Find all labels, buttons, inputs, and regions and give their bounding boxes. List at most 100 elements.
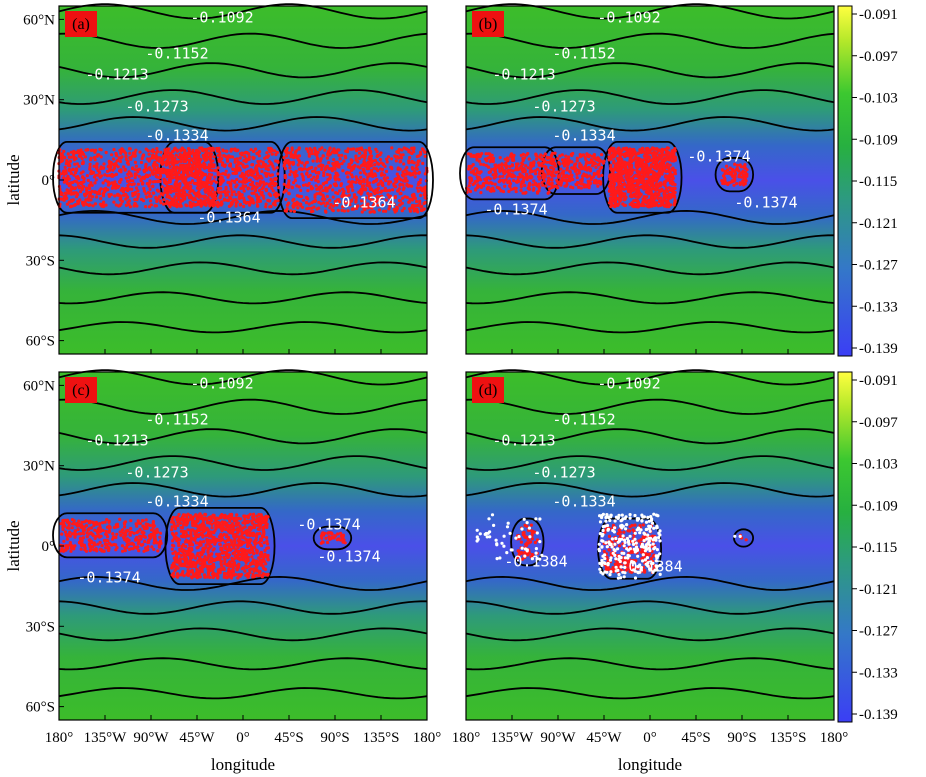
scatter-point xyxy=(242,159,246,163)
scatter-point xyxy=(614,173,618,177)
scatter-point xyxy=(264,202,268,206)
scatter-point xyxy=(188,162,192,166)
scatter-point xyxy=(73,171,78,175)
scatter-point xyxy=(317,186,321,190)
scatter-point xyxy=(673,186,677,190)
scatter-point xyxy=(119,156,123,160)
scatter-point xyxy=(322,171,326,175)
scatter-point xyxy=(668,153,672,157)
scatter-point xyxy=(237,195,241,199)
scatter-point xyxy=(275,150,279,155)
scatter-point xyxy=(255,151,259,155)
scatter-point xyxy=(305,207,309,211)
scatter-point xyxy=(207,534,211,538)
scatter-point xyxy=(419,150,423,154)
scatter-point xyxy=(207,172,211,176)
scatter-point xyxy=(264,174,268,178)
scatter-point xyxy=(261,194,265,198)
scatter-point xyxy=(720,179,724,183)
scatter-point xyxy=(411,171,415,175)
scatter-point xyxy=(315,156,319,160)
scatter-point xyxy=(77,519,81,523)
scatter-point xyxy=(104,186,108,190)
scatter-point xyxy=(636,182,640,186)
scatter-point xyxy=(75,162,79,166)
scatter-point xyxy=(615,156,620,161)
scatter-point xyxy=(243,518,247,522)
scatter-point xyxy=(368,174,372,178)
scatter-point xyxy=(164,163,168,167)
scatter-point xyxy=(553,151,557,155)
scatter-point xyxy=(384,179,388,183)
scatter-point xyxy=(165,155,169,159)
scatter-point xyxy=(249,170,253,174)
scatter-point xyxy=(596,172,601,176)
scatter-point xyxy=(213,175,217,179)
scatter-point xyxy=(592,171,596,176)
scatter-point xyxy=(203,202,207,207)
scatter-point xyxy=(321,154,325,158)
scatter-point xyxy=(326,201,330,205)
scatter-point xyxy=(415,154,419,159)
scatter-point xyxy=(575,168,580,172)
scatter-point xyxy=(69,543,73,547)
scatter-point xyxy=(506,168,510,172)
scatter-point xyxy=(233,157,237,161)
scatter-point xyxy=(235,177,239,182)
scatter-point xyxy=(233,147,237,151)
scatter-point xyxy=(141,542,145,547)
scatter-point xyxy=(266,546,270,550)
scatter-point xyxy=(591,160,595,164)
scatter-point xyxy=(313,199,317,203)
scatter-point xyxy=(170,547,174,551)
scatter-point xyxy=(121,549,125,553)
scatter-point xyxy=(333,165,337,169)
scatter-point xyxy=(156,549,160,553)
scatter-point xyxy=(638,164,642,168)
scatter-point xyxy=(671,151,675,155)
scatter-point xyxy=(292,181,296,185)
scatter-point xyxy=(332,158,336,162)
scatter-point xyxy=(414,204,418,208)
scatter-point xyxy=(218,154,222,158)
scatter-point xyxy=(401,174,405,178)
scatter-point xyxy=(528,187,532,191)
scatter-point xyxy=(246,187,250,191)
scatter-point xyxy=(252,149,256,154)
scatter-point xyxy=(203,163,207,167)
scatter-point xyxy=(155,188,160,192)
scatter-point xyxy=(161,193,165,197)
scatter-point xyxy=(102,162,106,166)
scatter-point xyxy=(131,166,135,170)
scatter-point xyxy=(322,182,326,186)
scatter-point xyxy=(69,549,73,553)
scatter-point xyxy=(242,200,247,204)
scatter-point xyxy=(324,204,328,208)
scatter-point xyxy=(107,159,111,163)
scatter-point xyxy=(416,189,420,193)
scatter-point xyxy=(550,178,554,182)
scatter-point xyxy=(94,178,98,182)
scatter-point xyxy=(62,171,66,176)
scatter-point xyxy=(171,199,175,203)
scatter-point xyxy=(242,178,246,182)
scatter-point xyxy=(397,150,401,155)
scatter-point xyxy=(146,157,150,161)
scatter-point xyxy=(597,174,601,179)
scatter-point xyxy=(665,205,669,209)
scatter-point xyxy=(665,178,669,182)
scatter-point xyxy=(310,178,314,182)
scatter-point xyxy=(318,159,322,163)
scatter-point xyxy=(191,148,195,152)
scatter-point xyxy=(483,177,487,181)
scatter-point xyxy=(660,158,664,162)
scatter-point xyxy=(667,170,672,174)
scatter-point xyxy=(69,171,73,176)
scatter-point xyxy=(532,186,536,191)
scatter-point xyxy=(87,519,91,524)
scatter-point xyxy=(116,185,120,190)
scatter-point xyxy=(651,161,655,165)
scatter-point xyxy=(180,154,184,158)
scatter-point xyxy=(61,522,65,526)
scatter-point xyxy=(492,189,496,193)
